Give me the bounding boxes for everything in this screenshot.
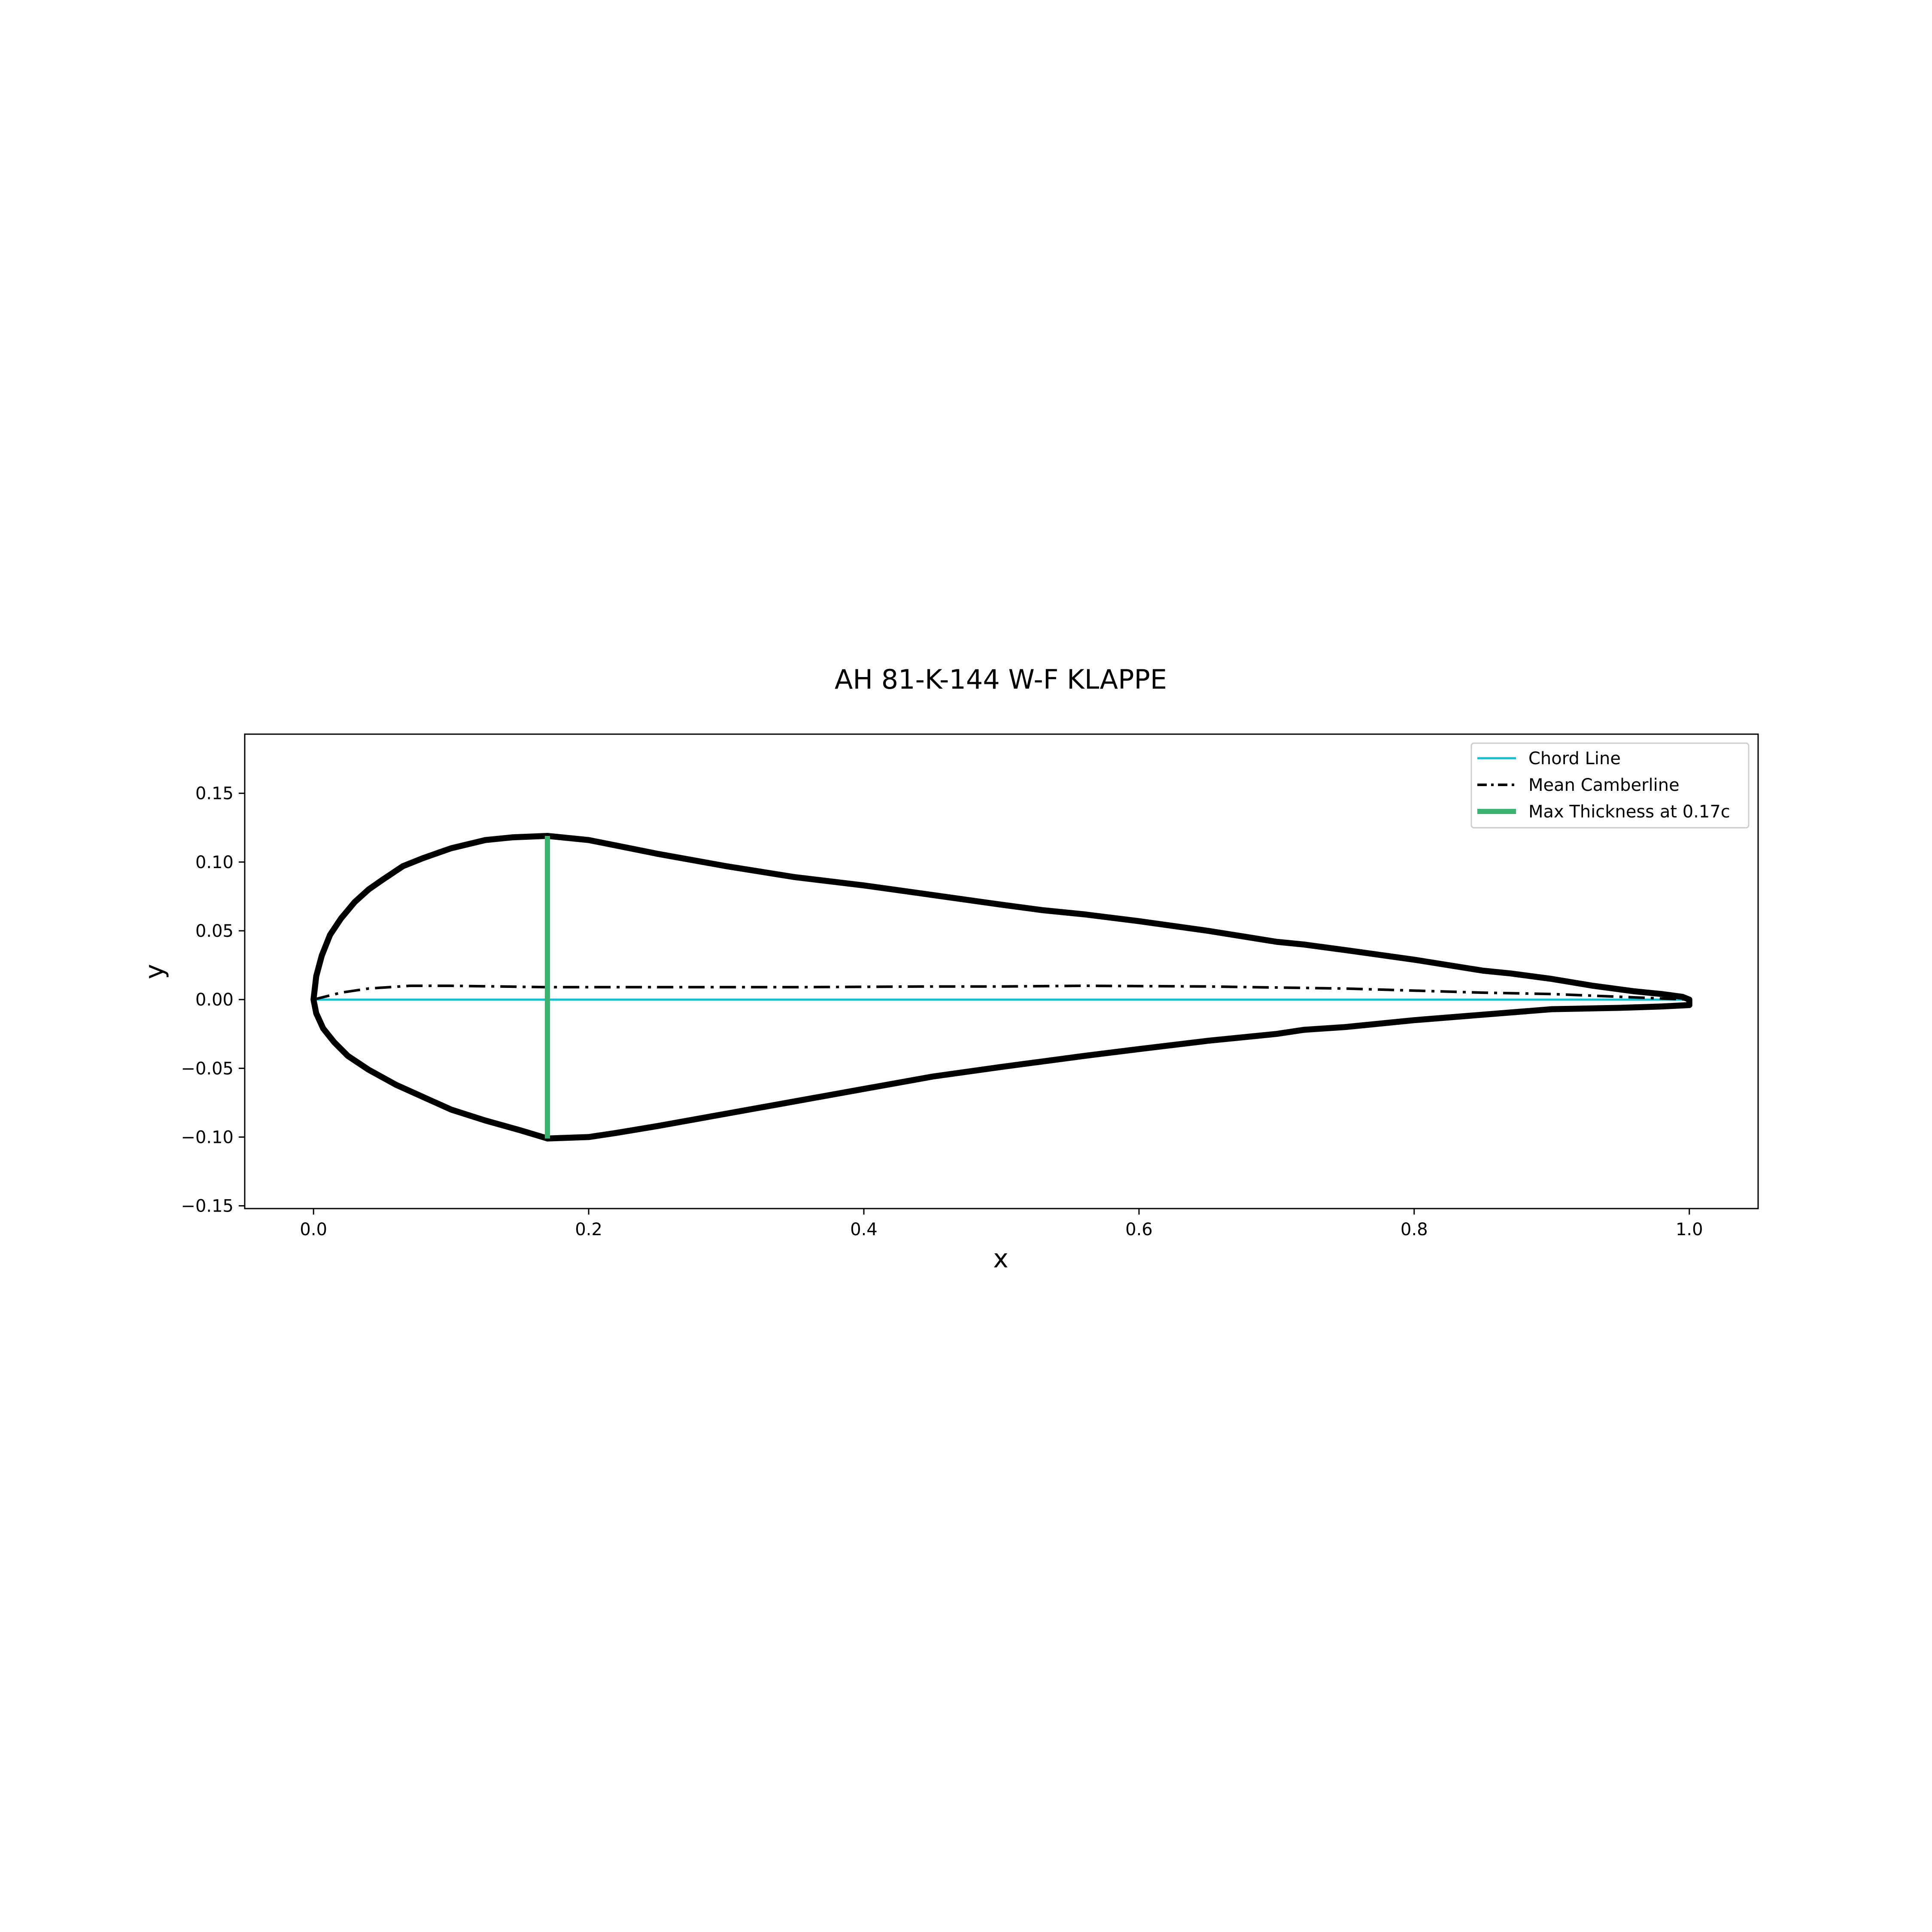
y-tick-label: 0.00 xyxy=(195,990,234,1010)
y-tick-label: −0.15 xyxy=(181,1197,234,1216)
y-tick-label: 0.05 xyxy=(195,921,234,941)
x-tick-label: 0.2 xyxy=(575,1220,602,1239)
legend: Chord Line Mean Camberline Max Thickness a… xyxy=(1470,742,1750,829)
axes-frame xyxy=(244,733,1759,1209)
x-tick-label: 0.0 xyxy=(300,1220,327,1239)
legend-label-max-thickness: Max Thickness at 0.17c xyxy=(1528,802,1730,822)
x-tick-label: 0.8 xyxy=(1400,1220,1428,1239)
legend-box xyxy=(1470,742,1750,829)
airfoil-outline xyxy=(310,833,1692,1142)
chart-title: AH 81-K-144 W-F KLAPPE xyxy=(835,664,1167,695)
x-axis: 0.0 0.2 0.4 0.6 0.8 1.0 xyxy=(300,1209,1703,1239)
y-tick-label: 0.10 xyxy=(195,853,234,872)
legend-label-mean-camberline: Mean Camberline xyxy=(1528,775,1680,795)
series-mean-camberline xyxy=(313,984,1689,1001)
x-axis-label: x xyxy=(993,1244,1009,1274)
y-tick-label: −0.05 xyxy=(181,1059,234,1078)
y-tick-label: −0.10 xyxy=(181,1127,234,1147)
y-tick-label: 0.15 xyxy=(195,784,234,804)
legend-label-chord-line: Chord Line xyxy=(1528,749,1621,769)
series-layer xyxy=(310,833,1692,1142)
y-axis-label: y xyxy=(140,964,170,979)
x-tick-label: 0.4 xyxy=(850,1220,878,1239)
x-tick-label: 0.6 xyxy=(1125,1220,1153,1239)
y-axis: −0.15 −0.10 −0.05 0.00 0.05 0.10 0.15 xyxy=(181,784,245,1216)
x-tick-label: 1.0 xyxy=(1676,1220,1703,1239)
